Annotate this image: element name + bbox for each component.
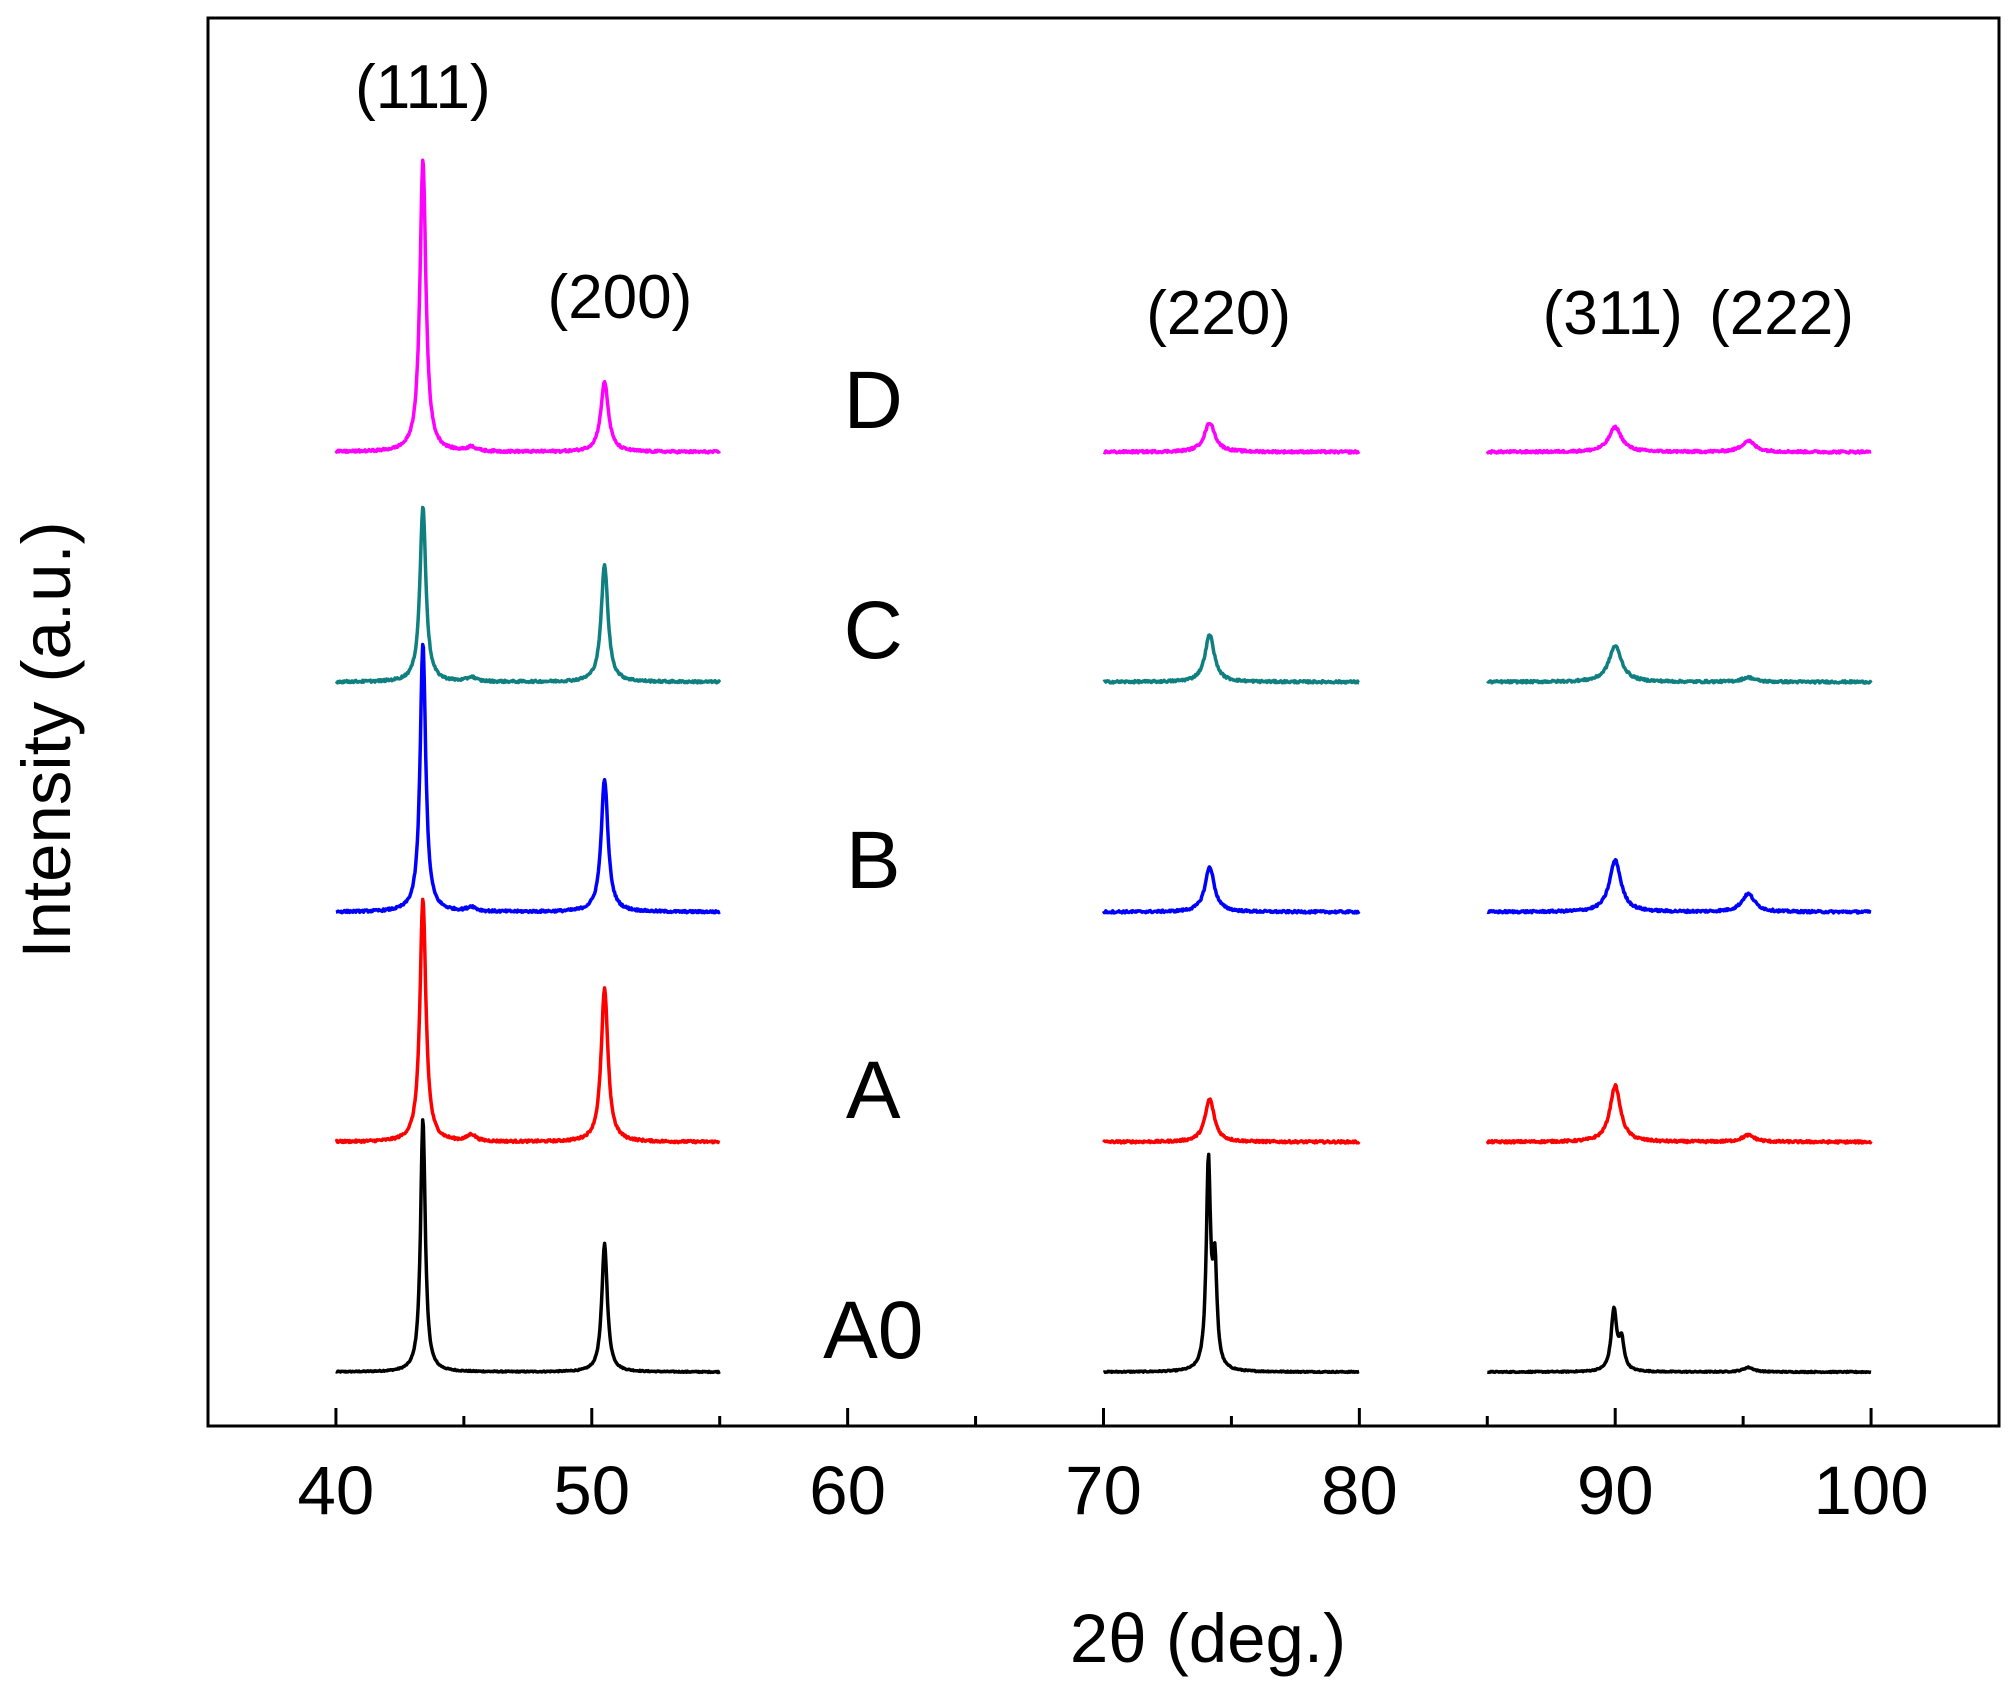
series-d	[334, 158, 1873, 455]
peak-label-222: (222)	[1709, 279, 1854, 348]
plot-frame	[206, 16, 2001, 1428]
label-layer: A0 A B C D (111) (200) (220) (311) (222)	[355, 53, 1854, 1376]
series-b-segment-3	[1486, 857, 1873, 915]
series-d-segment-3	[1485, 424, 1873, 455]
series-b-segment-1	[334, 642, 721, 915]
series-label-b: B	[846, 815, 901, 906]
peak-label-111: (111)	[355, 53, 491, 122]
x-tick-label-100: 100	[1814, 1452, 1929, 1529]
series-label-a: A	[846, 1045, 901, 1136]
series-c-segment-3	[1486, 644, 1873, 685]
peak-label-220: (220)	[1146, 279, 1291, 348]
series-c-segment-1	[334, 505, 722, 685]
series-layer	[334, 158, 1873, 1375]
series-label-c: C	[844, 585, 903, 676]
series-d-segment-1	[334, 158, 722, 455]
x-tick-label-60: 60	[809, 1452, 886, 1529]
x-tick-label-90: 90	[1577, 1452, 1654, 1529]
series-a0-segment-3	[1486, 1305, 1873, 1375]
series-c	[334, 505, 1873, 685]
series-b	[334, 642, 1873, 915]
x-tick-label-80: 80	[1321, 1452, 1398, 1529]
series-b-segment-2	[1101, 865, 1361, 915]
x-axis-title: 2θ (deg.)	[1070, 1600, 1346, 1677]
y-axis-title: Intensity (a.u.)	[8, 521, 85, 958]
series-label-a0: A0	[823, 1285, 923, 1376]
x-tick-label-70: 70	[1065, 1452, 1142, 1529]
series-a-segment-1	[334, 897, 721, 1145]
series-c-segment-2	[1102, 633, 1361, 685]
series-label-d: D	[844, 355, 903, 446]
x-tick-label-40: 40	[298, 1452, 375, 1529]
x-ticks: 40 50 60 70 80 90 100	[298, 1408, 1929, 1529]
series-d-segment-2	[1102, 421, 1361, 455]
series-a	[334, 897, 1873, 1145]
series-a0	[334, 1118, 1873, 1375]
series-a-segment-2	[1102, 1097, 1361, 1145]
peak-label-200: (200)	[548, 263, 693, 332]
series-a0-segment-1	[334, 1118, 721, 1375]
series-a-segment-3	[1485, 1083, 1873, 1145]
series-a0-segment-2	[1102, 1152, 1361, 1375]
peak-label-311: (311)	[1543, 279, 1683, 348]
x-tick-label-50: 50	[553, 1452, 630, 1529]
